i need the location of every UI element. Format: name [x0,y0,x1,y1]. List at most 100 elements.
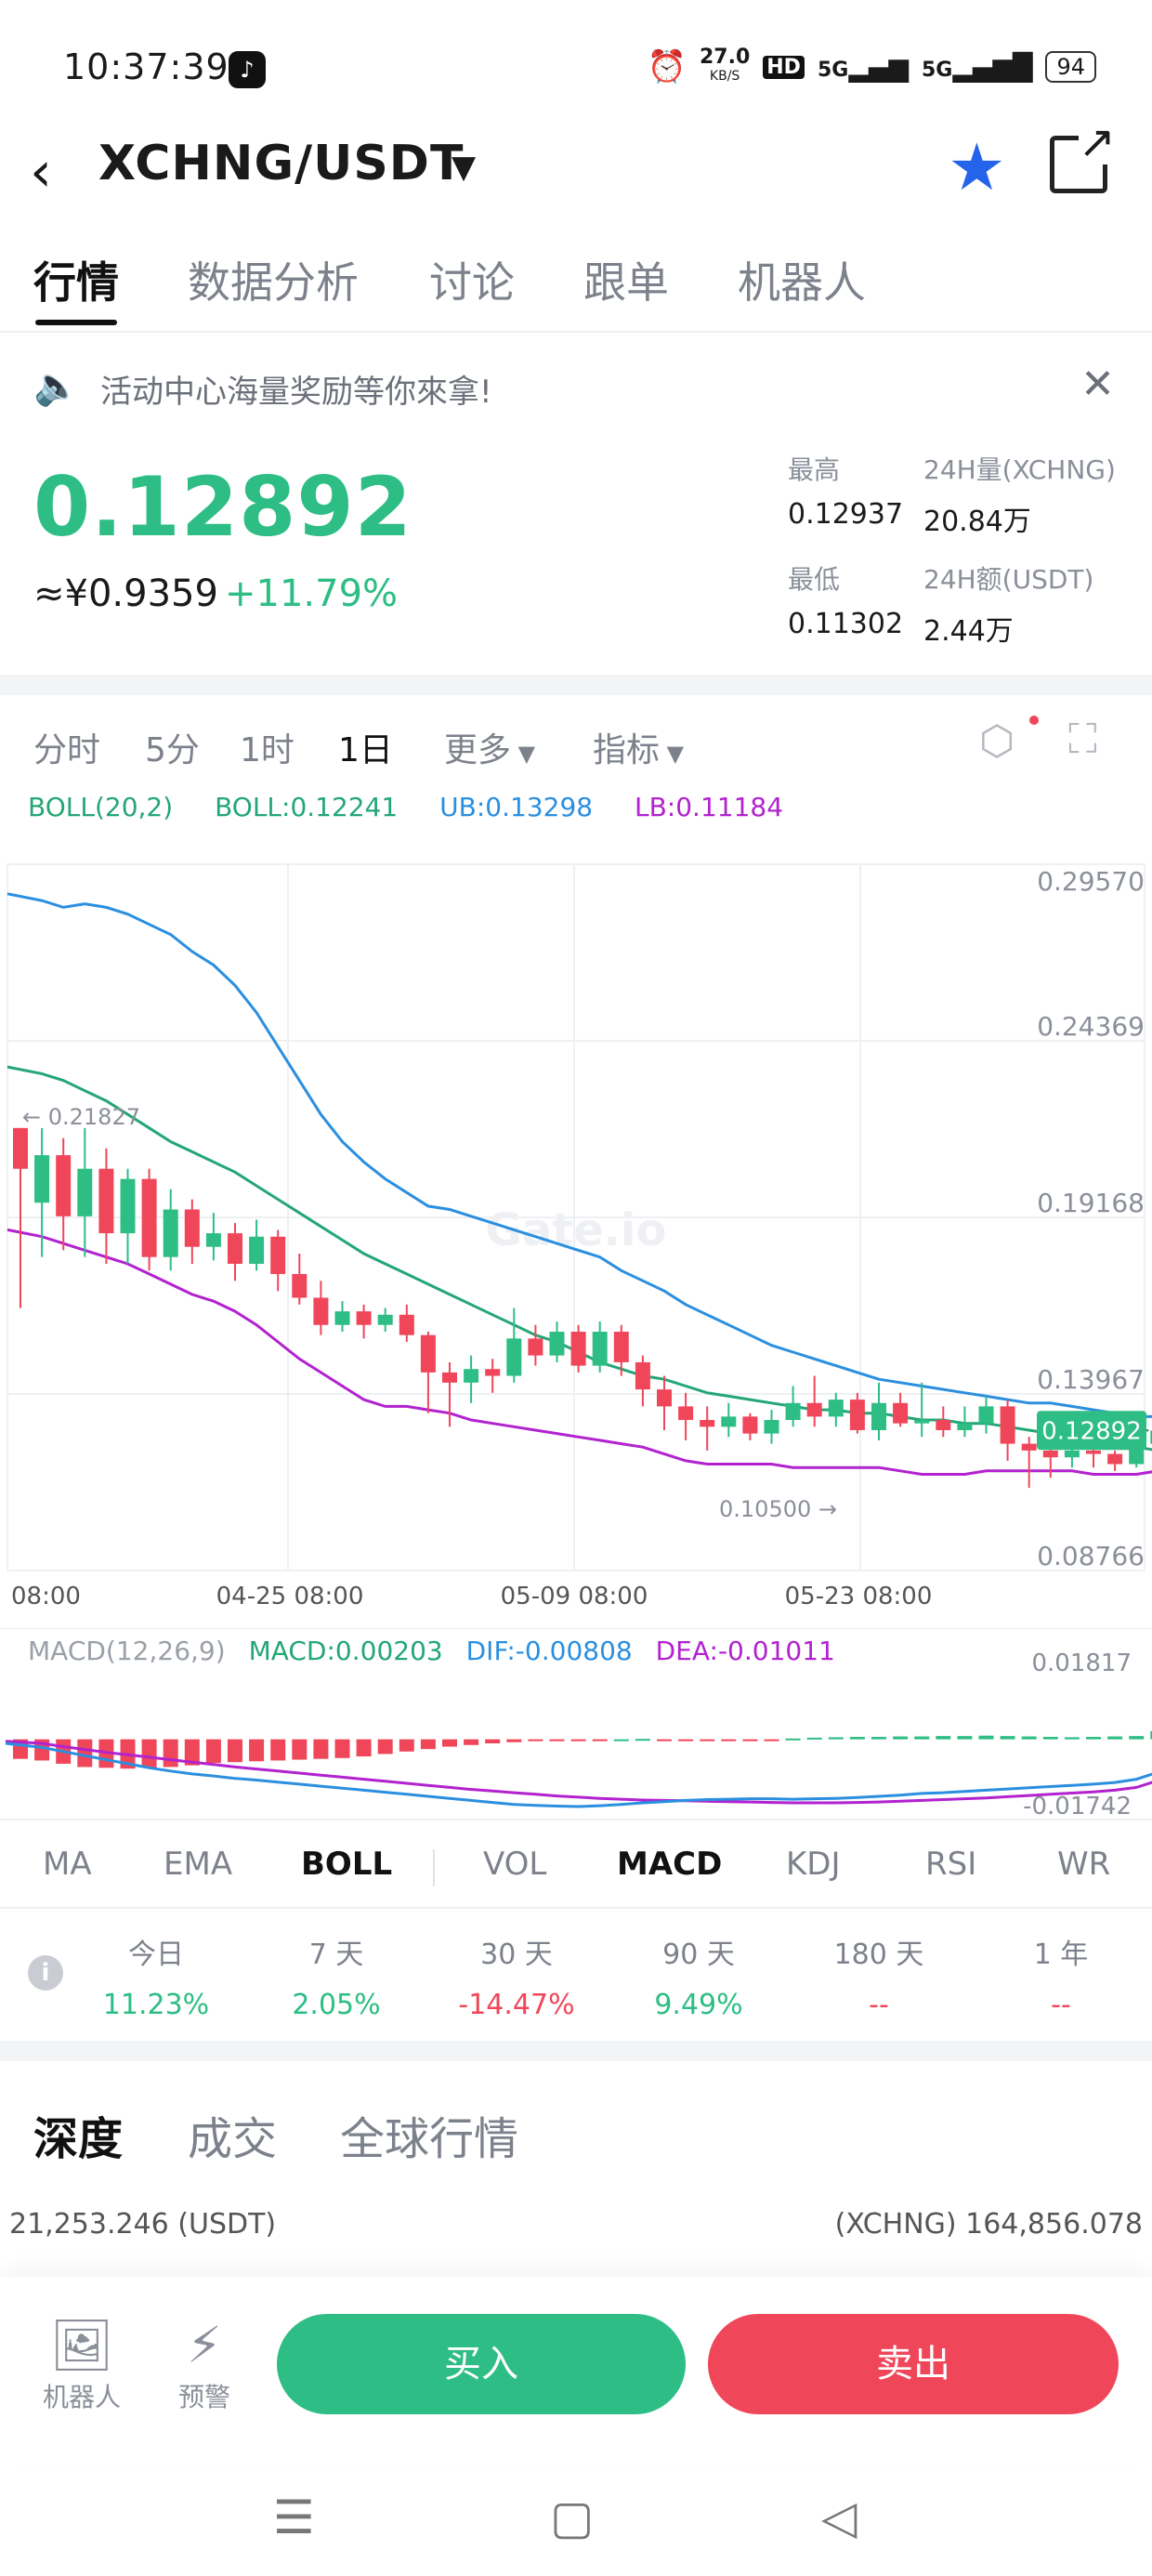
macd-bar [678,1739,694,1741]
candle-body [528,1338,543,1356]
close-icon[interactable]: ✕ [1080,361,1115,408]
candle-body [442,1372,457,1383]
home-icon[interactable]: ▢ [550,2491,595,2544]
macd-bar [1021,1736,1037,1740]
last-price-tag [1037,1411,1146,1451]
macd-bar [420,1739,436,1750]
tab-data-analysis[interactable]: 数据分析 [188,257,359,308]
macd-chart[interactable]: 0.01817 -0.01742 [0,1628,1152,1823]
ind-boll[interactable]: BOLL [301,1846,393,1883]
bottom-action-bar: 🖼 机器人 ⚡ 预警 买入 卖出 [0,2277,1152,2463]
tf-timeline[interactable]: 分时 [33,731,101,769]
fullscreen-icon[interactable]: ⛶ [1068,716,1097,763]
candle-body [356,1311,372,1325]
ind-kdj[interactable]: KDJ [786,1846,841,1883]
tf-1h[interactable]: 1时 [240,731,295,769]
ind-ema[interactable]: EMA [164,1846,233,1883]
tf-more[interactable]: 更多 ▼ [444,723,535,771]
macd-bar [485,1739,501,1744]
ind-ma[interactable]: MA [43,1846,92,1883]
candle-body [506,1338,522,1376]
share-icon[interactable] [1050,120,1116,193]
y-tick-label: 0.24369 [1037,1011,1145,1042]
alarm-icon: ⏰ [647,48,687,85]
candle-body [377,1314,393,1325]
candle-body [184,1209,200,1247]
status-icons: ⏰ 27.0 KB/S HD 5G▂▄▆ 5G▂▄▆█ 94 [647,47,1096,85]
macd-bar [313,1739,329,1759]
announcement-banner[interactable]: 🔈 活动中心海量奖励等你來拿! ✕ [0,355,1152,420]
candle-body [163,1209,178,1257]
pair-dropdown-icon[interactable]: ▼ [452,149,477,186]
macd-bar [635,1739,650,1741]
min-price-label: 0.10500 → [719,1496,837,1522]
ind-macd[interactable]: MACD [617,1846,723,1883]
macd-bar [828,1737,844,1740]
candlestick-chart[interactable]: 0.295700.243690.191680.139670.08766Gate.… [0,855,1152,1608]
tab-discussion[interactable]: 讨论 [429,257,515,308]
candle-body [1086,1450,1101,1454]
notification-dot [1029,716,1039,725]
perf-90d: 90 天 9.49% [624,1931,773,2021]
macd-bar [228,1739,242,1763]
ind-rsi[interactable]: RSI [925,1846,977,1883]
candle-body [1107,1453,1123,1465]
tab-global-market[interactable]: 全球行情 [340,2113,519,2165]
macd-bar [742,1739,758,1741]
candle-body [334,1311,350,1325]
chart-settings-icon[interactable]: ⬡ [979,717,1015,765]
indicator-menu[interactable]: 指标 ▼ [593,723,684,771]
candle-body [1042,1450,1058,1458]
candle-body [77,1168,93,1216]
macd-bar [700,1739,715,1741]
candle-body [678,1406,694,1421]
tf-5m[interactable]: 5分 [145,731,200,769]
candle-body [785,1402,801,1421]
banner-text[interactable]: 活动中心海量奖励等你來拿! [100,374,492,411]
candle-body [1000,1406,1015,1444]
candle-body [56,1155,72,1216]
candle-body [228,1233,242,1264]
tab-trades[interactable]: 成交 [188,2113,278,2165]
menu-icon[interactable]: ☰ [273,2491,315,2544]
max-price-label: ← 0.21827 [22,1104,140,1130]
signal-1-label: 5G [817,58,849,82]
pair-title[interactable]: XCHNG/USDT [98,136,465,191]
alert-button[interactable]: ⚡ 预警 [149,2318,260,2414]
macd-bar [914,1736,930,1740]
back-arrow-icon[interactable]: ‹ [30,139,52,204]
macd-bar [377,1739,393,1755]
tab-copy-trade[interactable]: 跟单 [583,257,669,308]
depth-ask-total: (XCHNG) 164,856.078 [834,2208,1143,2241]
candle-body [205,1233,221,1247]
robot-button[interactable]: 🖼 机器人 [26,2318,137,2414]
macd-bar [356,1739,372,1757]
favorite-star-icon[interactable]: ★ [948,129,1006,205]
macd-bar [806,1737,822,1740]
candle-body [914,1420,930,1424]
perf-value: 9.49% [654,1989,743,2021]
tf-1d[interactable]: 1日 [338,731,393,769]
ind-vol[interactable]: VOL [483,1846,547,1883]
x-tick-label: 04-25 08:00 [216,1583,364,1608]
last-price-tag-text: 0.12892 [1041,1417,1142,1445]
section-separator [0,2041,1152,2061]
macd-bar [1107,1736,1123,1740]
tab-market[interactable]: 行情 [33,257,119,308]
performance-row: i 今日 11.23% 7 天 2.05% 30 天 -14.47% 90 天 … [0,1918,1152,2039]
macd-bar [184,1739,200,1766]
buy-button[interactable]: 买入 [277,2314,686,2414]
y-tick-label: 0.19168 [1037,1188,1145,1218]
back-icon[interactable]: ◁ [821,2491,857,2544]
candle-body [936,1420,951,1430]
info-icon[interactable]: i [28,1955,63,1991]
sell-button[interactable]: 卖出 [708,2314,1119,2414]
tab-bots[interactable]: 机器人 [738,257,866,308]
perf-label: 90 天 [662,1939,735,1971]
dea-line [5,1740,1152,1805]
ind-wr[interactable]: WR [1057,1846,1111,1883]
candle-body [657,1389,672,1407]
signal-2-label: 5G [921,58,953,82]
macd-bar [957,1736,973,1740]
tab-depth[interactable]: 深度 [33,2113,124,2165]
